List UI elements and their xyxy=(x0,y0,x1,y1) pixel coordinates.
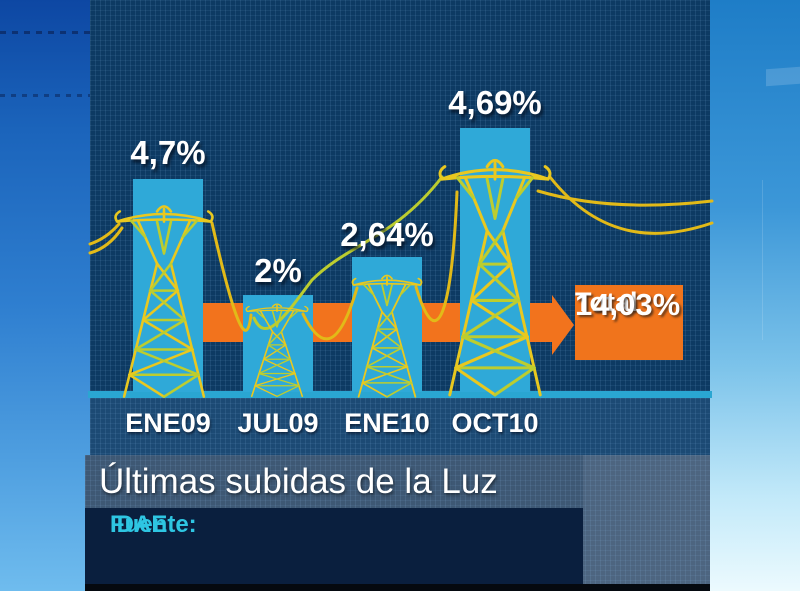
total-box: Total 14,03% xyxy=(575,285,683,360)
category-axis-strip xyxy=(90,398,710,455)
x-axis-line xyxy=(88,391,712,398)
studio-background-left xyxy=(0,0,90,591)
background-decor-line xyxy=(762,180,763,340)
chart-title: Últimas subidas de la Luz xyxy=(99,462,498,501)
background-highlight-rect xyxy=(766,66,800,87)
title-band xyxy=(85,455,583,508)
source-label: Fuente: xyxy=(110,511,197,538)
studio-background-right xyxy=(710,0,800,591)
total-arrow-band xyxy=(180,303,552,342)
source-value: IDAE xyxy=(110,511,168,538)
source-band xyxy=(85,508,583,584)
total-value: 14,03% xyxy=(575,287,681,322)
bottom-edge-strip xyxy=(85,584,710,591)
total-label: Total xyxy=(575,287,638,317)
